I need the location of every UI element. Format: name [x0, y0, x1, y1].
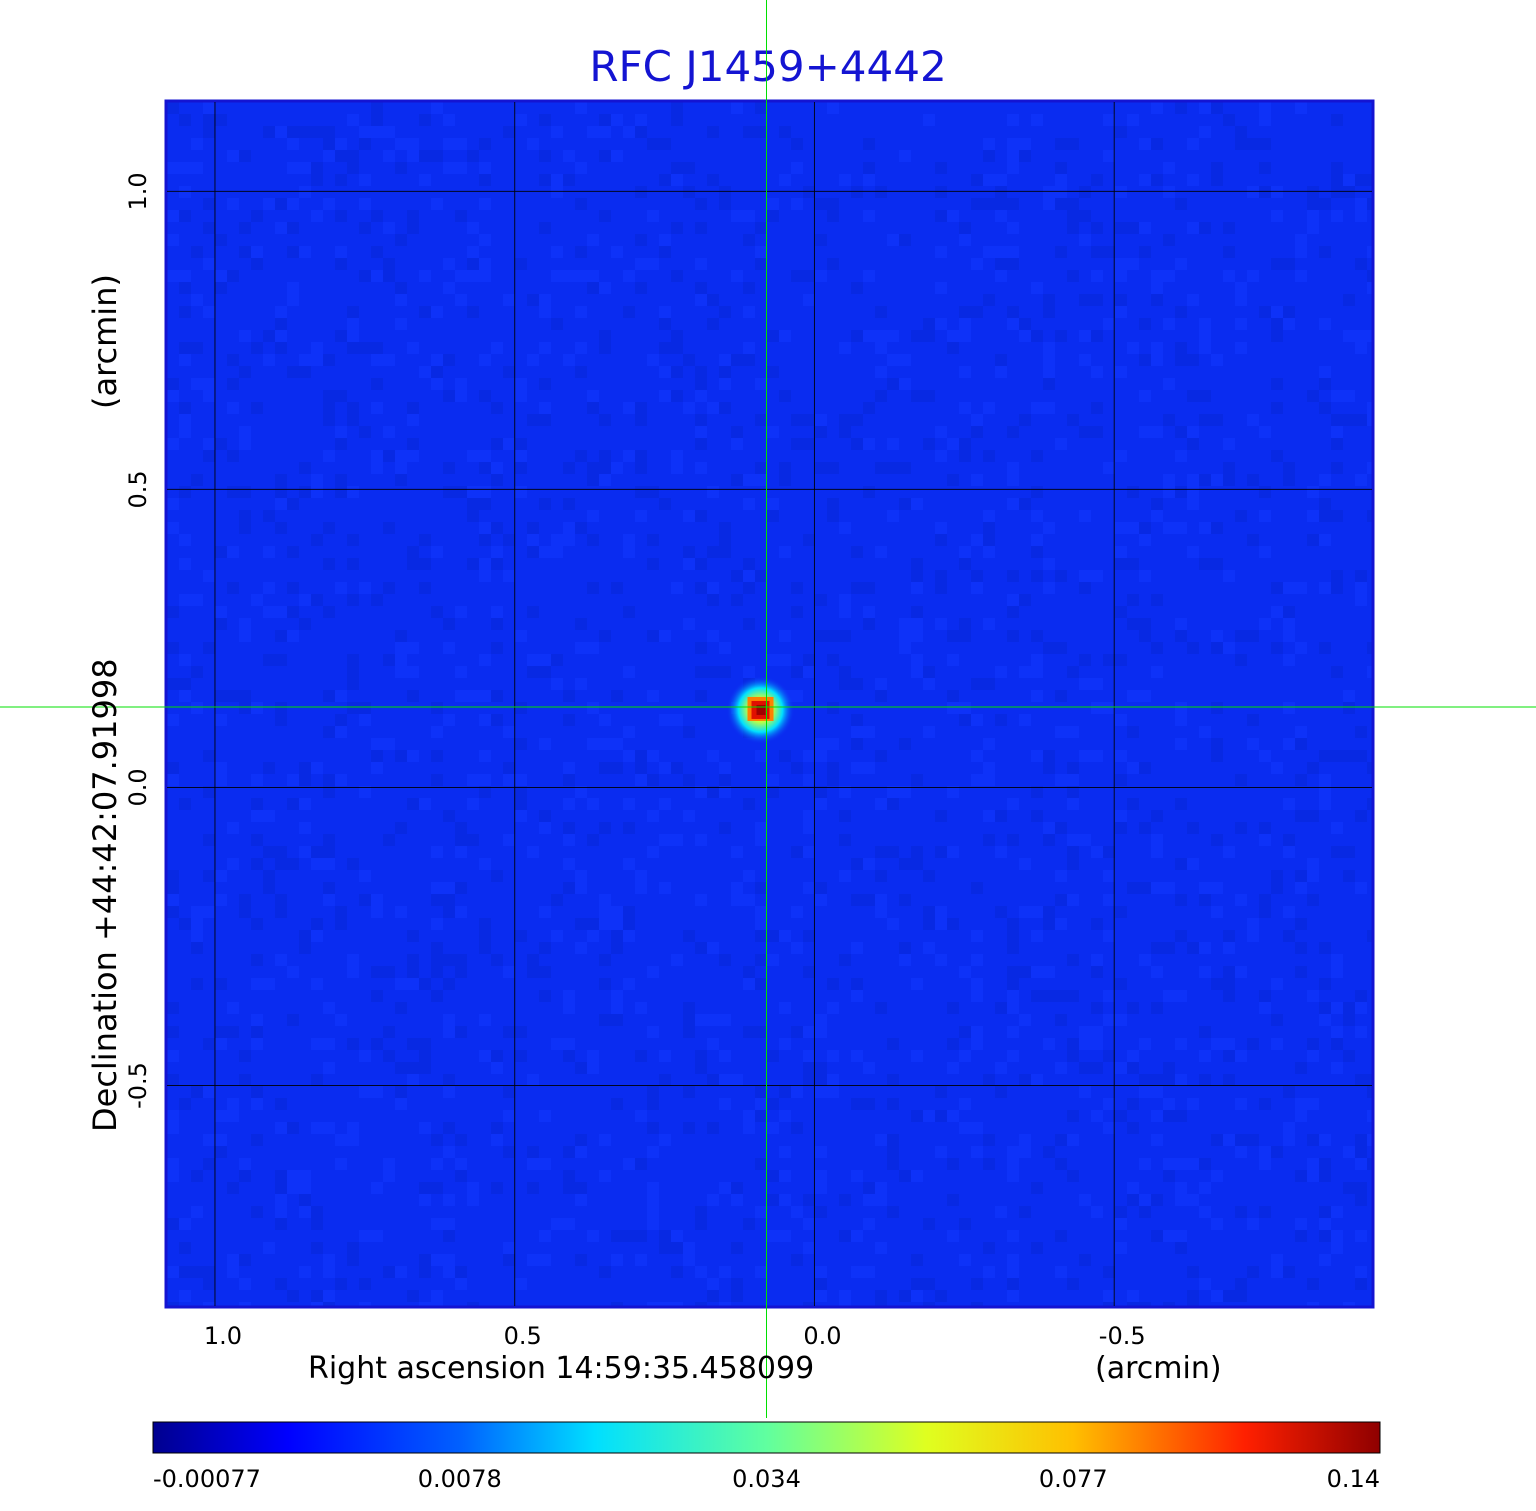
sky-image	[167, 102, 1372, 1306]
x-tick-label: 0.0	[803, 1322, 841, 1350]
plot-frame	[164, 99, 1375, 1309]
x-tick-label: 0.5	[504, 1322, 542, 1350]
y-tick-label: 1.0	[124, 172, 152, 210]
crosshair	[0, 0, 1536, 1418]
x-tick-labels: 1.0 0.5 0.0 -0.5	[204, 1322, 1146, 1350]
coordinate-grid	[167, 102, 1372, 1306]
y-tick-label: 0.5	[124, 470, 152, 508]
colorbar-tick-label: 0.14	[1327, 1465, 1380, 1493]
source-peak	[756, 704, 766, 715]
colorbar-tick-label: -0.00077	[153, 1465, 261, 1493]
y-tick-label: 0.0	[124, 768, 152, 806]
colorbar-tick-label: 0.0078	[418, 1465, 502, 1493]
chart-title: RFC J1459+4442	[589, 42, 946, 91]
x-axis-label: Right ascension 14:59:35.458099	[308, 1351, 814, 1386]
colorbar	[152, 1421, 1381, 1454]
x-tick-label: -0.5	[1099, 1322, 1146, 1350]
y-axis-unit: (arcmin)	[86, 274, 124, 409]
colorbar-tick-label: 0.077	[1039, 1465, 1108, 1493]
radio-source	[726, 675, 795, 744]
colorbar-tick-labels: -0.00077 0.0078 0.034 0.077 0.14	[153, 1465, 1380, 1493]
y-axis-label: Declination +44:42:07.91998	[86, 658, 124, 1132]
colorbar-tick-label: 0.034	[732, 1465, 801, 1493]
x-axis-unit: (arcmin)	[1095, 1351, 1222, 1386]
y-tick-label: -0.5	[124, 1062, 152, 1109]
y-tick-labels: 1.0 0.5 0.0 -0.5	[124, 172, 152, 1109]
x-tick-label: 1.0	[204, 1322, 242, 1350]
